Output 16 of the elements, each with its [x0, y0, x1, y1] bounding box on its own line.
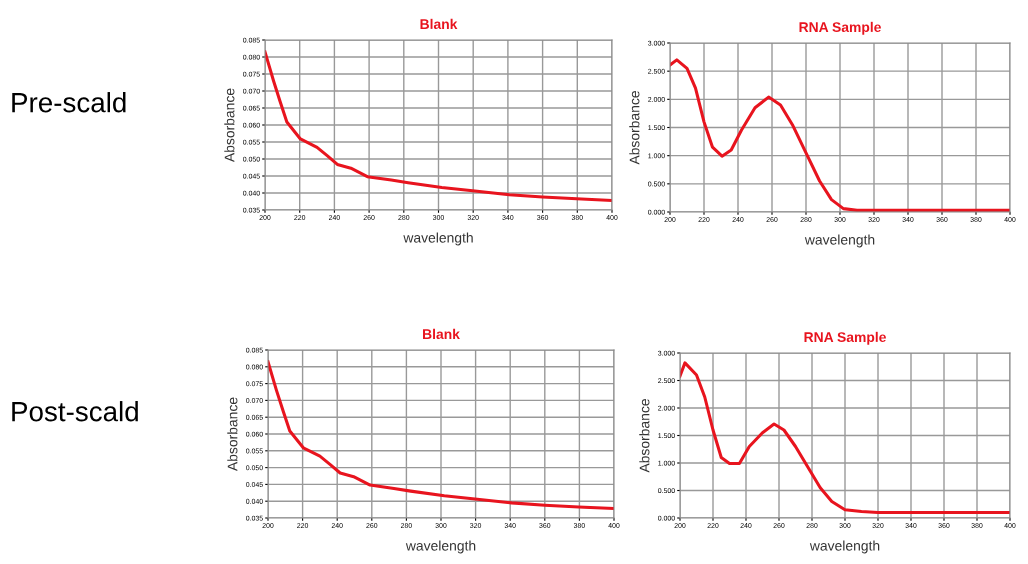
text: Post-scald: [12, 401, 138, 422]
line-series: [265, 50, 612, 203]
chart-title: RNA Sample: [799, 21, 881, 35]
y-axis-title: Absorbance: [227, 397, 238, 472]
chart-title: RNA Sample: [804, 331, 886, 345]
y-axis-title: Absorbance: [224, 88, 235, 163]
line-series: [268, 360, 614, 511]
y-axis-title: Absorbance: [639, 399, 650, 473]
y-axis-title: Absorbance: [629, 91, 640, 165]
x-axis-title: wavelength: [403, 232, 473, 246]
x-axis-title: wavelength: [405, 540, 476, 554]
chart-title: Blank: [423, 328, 460, 340]
chart-title: Blank: [420, 18, 458, 30]
text: Pre-scald: [12, 92, 126, 113]
x-axis-title: wavelength: [809, 540, 880, 554]
x-axis-title: wavelength: [804, 234, 875, 248]
